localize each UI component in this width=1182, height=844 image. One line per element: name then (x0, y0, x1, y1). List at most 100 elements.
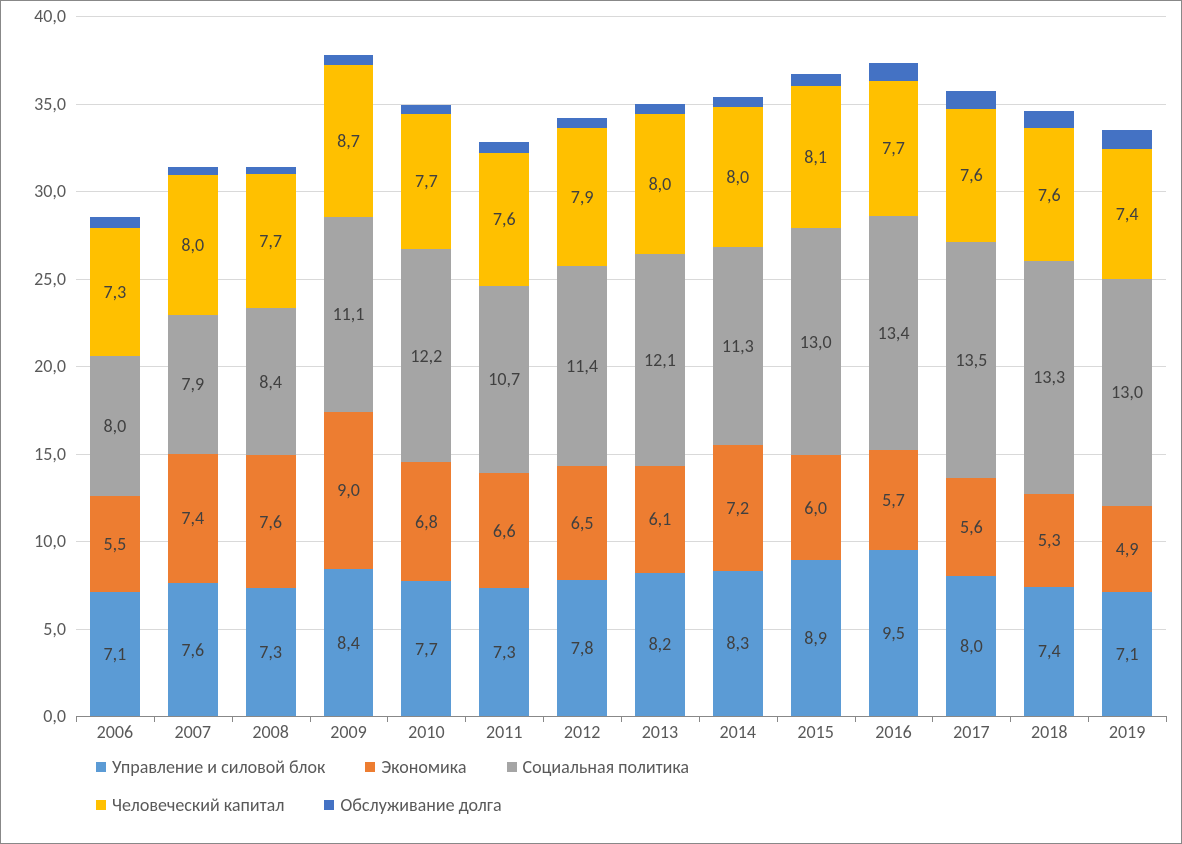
legend-swatch (96, 800, 106, 810)
legend-label: Социальная политика (523, 756, 690, 778)
bar-slot: 7,76,812,27,7 (387, 16, 465, 716)
bar-segment-social_policy: 8,4 (246, 308, 296, 455)
bar-segment-label: 13,0 (800, 333, 832, 351)
bar-segment-label: 13,0 (1111, 383, 1143, 401)
bar-segment-debt_service (1024, 111, 1074, 129)
bar-segment-label: 7,6 (1038, 186, 1061, 204)
bar-segment-human_capital: 8,1 (791, 86, 841, 228)
bar-segment-governance_power: 7,1 (1102, 592, 1152, 716)
bar-segment-economy: 5,3 (1024, 494, 1074, 587)
bar-segment-human_capital: 7,7 (246, 174, 296, 309)
x-tick-label: 2012 (543, 721, 621, 743)
bar-segment-label: 8,0 (726, 168, 749, 186)
bar-segment-label: 7,6 (493, 210, 516, 228)
x-axis-tick (232, 716, 233, 722)
bar-segment-debt_service (713, 97, 763, 108)
bar-segment-social_policy: 13,4 (869, 216, 919, 451)
bar-segment-debt_service (557, 118, 607, 129)
legend-label: Обслуживание долга (340, 794, 501, 816)
x-tick-label: 2008 (232, 721, 310, 743)
bar-slot: 8,96,013,08,1 (777, 16, 855, 716)
bar-segment-human_capital: 7,6 (946, 109, 996, 242)
bar-segment-label: 7,3 (493, 643, 516, 661)
stacked-bar-chart: 7,15,58,07,37,67,47,98,07,37,68,47,78,49… (0, 0, 1182, 844)
x-axis-tick (465, 716, 466, 722)
x-tick-label: 2019 (1088, 721, 1166, 743)
y-tick-label: 25,0 (11, 268, 66, 290)
bar-segment-economy: 7,4 (168, 454, 218, 584)
legend-swatch (96, 762, 106, 772)
legend-item-human_capital: Человеческий капитал (96, 794, 284, 816)
bar-segment-label: 6,8 (415, 513, 438, 531)
x-tick-label: 2007 (154, 721, 232, 743)
x-tick-label: 2016 (855, 721, 933, 743)
y-tick-label: 20,0 (11, 355, 66, 377)
bar-segment-label: 7,9 (181, 375, 204, 393)
y-tick-label: 30,0 (11, 180, 66, 202)
bar-slot: 9,55,713,47,7 (855, 16, 933, 716)
bar-segment-label: 11,1 (333, 305, 365, 323)
bars-row: 7,15,58,07,37,67,47,98,07,37,68,47,78,49… (76, 16, 1166, 716)
bar-segment-label: 13,5 (955, 351, 987, 369)
bar-segment-governance_power: 8,9 (791, 560, 841, 716)
bar-segment-label: 8,0 (960, 637, 983, 655)
bar-segment-label: 5,3 (1038, 531, 1061, 549)
bar-segment-label: 7,4 (1116, 205, 1139, 223)
bar-segment-label: 11,3 (722, 337, 754, 355)
x-axis-tick (855, 716, 856, 722)
bar-segment-governance_power: 8,4 (324, 569, 374, 716)
bar-segment-label: 5,6 (960, 518, 983, 536)
bar-slot: 7,36,610,77,6 (465, 16, 543, 716)
bar-segment-human_capital: 7,9 (557, 128, 607, 266)
bar-segment-governance_power: 9,5 (869, 550, 919, 716)
bar-slot: 7,45,313,37,6 (1010, 16, 1088, 716)
bar-segment-debt_service (168, 167, 218, 176)
bar-segment-governance_power: 7,1 (90, 592, 140, 716)
bar-segment-debt_service (479, 142, 529, 153)
x-axis-tick (1010, 716, 1011, 722)
x-axis-tick (387, 716, 388, 722)
bar-segment-human_capital: 7,4 (1102, 149, 1152, 279)
bar-segment-governance_power: 7,3 (479, 588, 529, 716)
bar-segment-governance_power: 7,8 (557, 580, 607, 717)
bar: 7,76,812,27,7 (401, 105, 451, 716)
bar-segment-label: 6,5 (571, 514, 594, 532)
bar-segment-label: 7,7 (415, 640, 438, 658)
legend-item-social_policy: Социальная политика (507, 756, 690, 778)
bar-segment-social_policy: 13,5 (946, 242, 996, 478)
y-tick-label: 5,0 (11, 618, 66, 640)
x-tick-label: 2009 (310, 721, 388, 743)
legend-label: Человеческий капитал (112, 794, 284, 816)
bar-slot: 8,26,112,18,0 (621, 16, 699, 716)
bar-segment-human_capital: 8,0 (713, 107, 763, 247)
bar-segment-label: 7,1 (104, 645, 127, 663)
bar-segment-social_policy: 11,1 (324, 217, 374, 411)
bar-segment-label: 7,2 (726, 499, 749, 517)
x-tick-label: 2006 (76, 721, 154, 743)
bar-slot: 8,4 9,0 11,1 8,7 (310, 16, 388, 716)
bar-segment-label: 7,3 (104, 283, 127, 301)
legend-label: Управление и силовой блок (112, 756, 325, 778)
bar-segment-label: 7,9 (571, 188, 594, 206)
bar-segment-debt_service (246, 167, 296, 174)
bar-segment-label: 8,4 (337, 634, 360, 652)
bar-segment-debt_service (869, 63, 919, 81)
y-tick-label: 35,0 (11, 93, 66, 115)
x-tick-label: 2018 (1010, 721, 1088, 743)
bar-slot: 7,86,511,47,9 (543, 16, 621, 716)
legend-swatch (507, 762, 517, 772)
bar-segment-label: 7,1 (1116, 645, 1139, 663)
bar-segment-label: 13,4 (878, 324, 910, 342)
x-tick-label: 2017 (932, 721, 1010, 743)
bar-segment-social_policy: 13,3 (1024, 261, 1074, 494)
bar-slot: 8,3 7,2 11,3 8,0 (699, 16, 777, 716)
x-axis-tick (76, 716, 77, 722)
plot-area: 7,15,58,07,37,67,47,98,07,37,68,47,78,49… (76, 16, 1166, 716)
bar-segment-label: 9,0 (337, 481, 360, 499)
bar-segment-label: 8,7 (337, 132, 360, 150)
bar-segment-economy: 6,6 (479, 473, 529, 589)
bar-slot: 8,0 5,6 13,5 7,6 (932, 16, 1010, 716)
bar-segment-governance_power: 8,3 (713, 571, 763, 716)
bar-segment-debt_service (324, 55, 374, 66)
bar-segment-label: 8,0 (104, 417, 127, 435)
